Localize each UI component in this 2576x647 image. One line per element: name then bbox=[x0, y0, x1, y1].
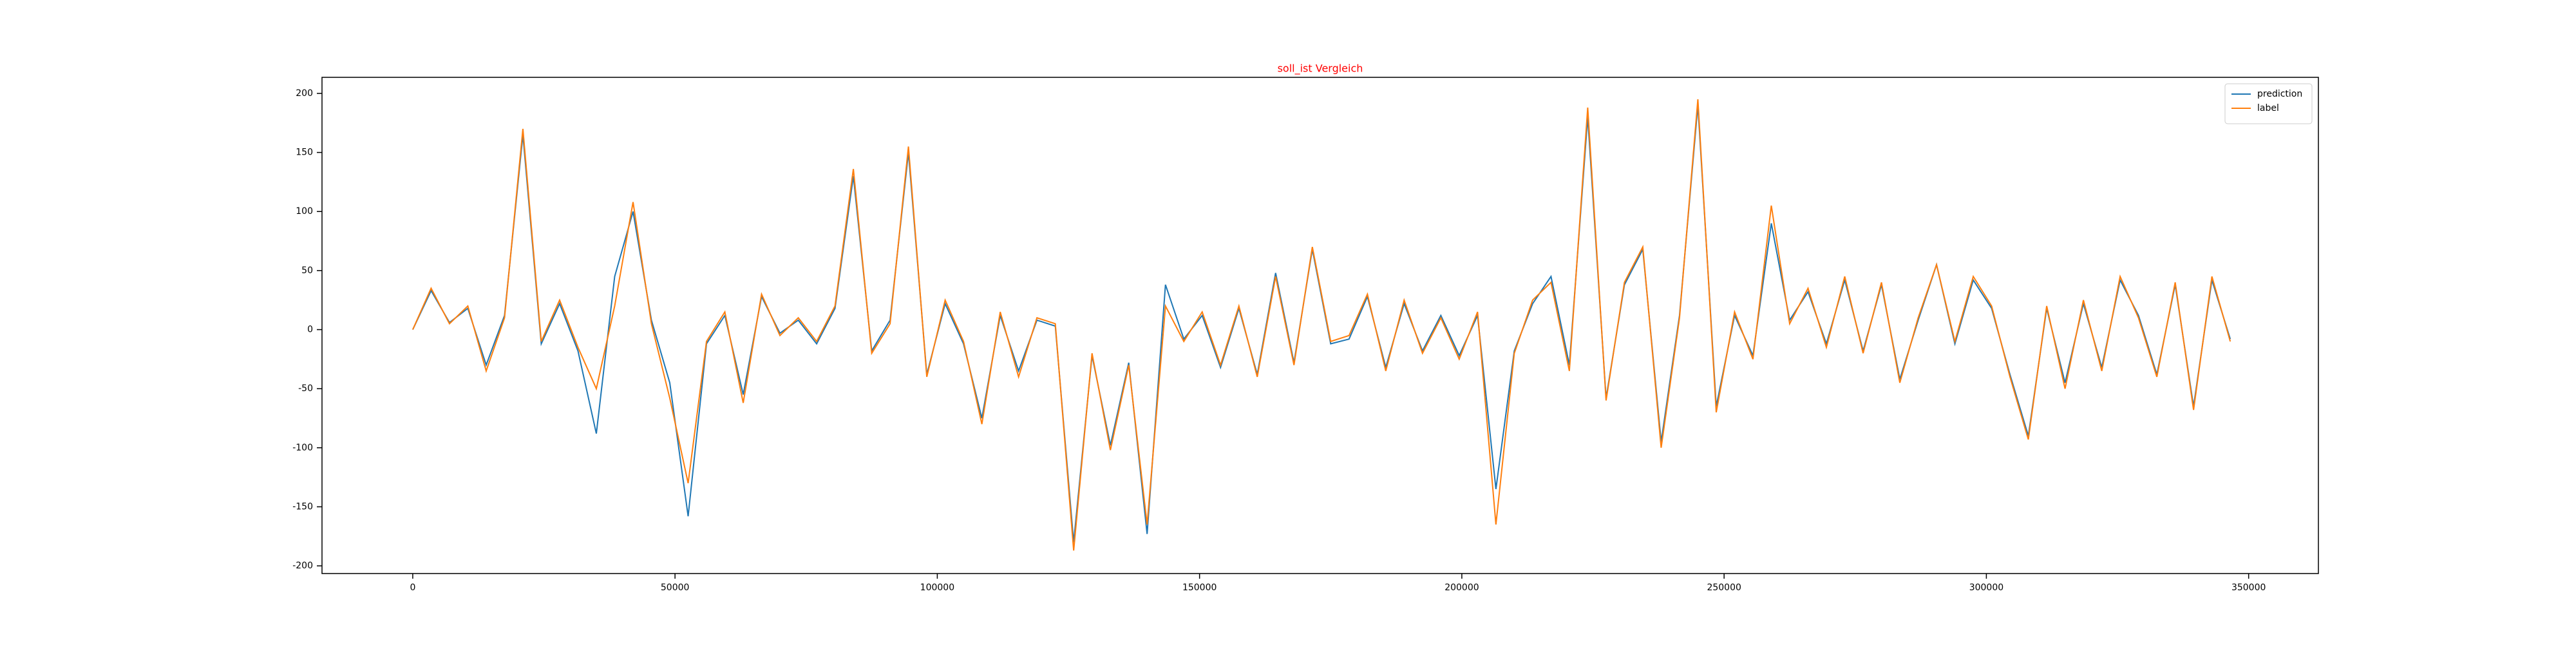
legend-label: prediction bbox=[2257, 89, 2302, 99]
x-tick-label: 100000 bbox=[920, 583, 954, 593]
y-tick-label: 0 bbox=[307, 325, 313, 335]
x-tick-label: 0 bbox=[410, 583, 415, 593]
x-tick-label: 300000 bbox=[1969, 583, 2003, 593]
x-tick-label: 250000 bbox=[1707, 583, 1741, 593]
y-tick-label: -200 bbox=[292, 561, 313, 571]
y-tick-label: -100 bbox=[292, 443, 313, 453]
line-series bbox=[412, 99, 2231, 551]
plot-frame bbox=[321, 77, 2319, 574]
x-tick-label: 50000 bbox=[661, 583, 690, 593]
y-tick-label: 200 bbox=[296, 88, 313, 99]
y-tick-label: -50 bbox=[298, 383, 313, 394]
plot-area bbox=[322, 77, 2318, 574]
legend: prediction label bbox=[2224, 83, 2313, 124]
legend-label: label bbox=[2257, 103, 2279, 113]
x-tick-label: 200000 bbox=[1444, 583, 1479, 593]
y-tick-label: 50 bbox=[301, 266, 313, 276]
y-tick-label: -150 bbox=[292, 501, 313, 512]
chart-title: soll_ist Vergleich bbox=[1278, 63, 1363, 75]
y-tick-label: 100 bbox=[296, 206, 313, 217]
x-tick-label: 150000 bbox=[1182, 583, 1217, 593]
y-tick-label: 150 bbox=[296, 148, 313, 158]
x-tick-label: 350000 bbox=[2231, 583, 2266, 593]
